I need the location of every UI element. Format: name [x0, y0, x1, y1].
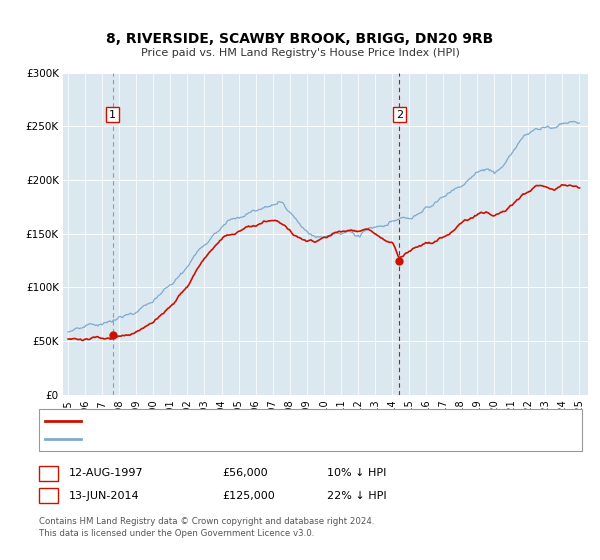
Text: 12-AUG-1997: 12-AUG-1997	[69, 468, 143, 478]
Text: 8, RIVERSIDE, SCAWBY BROOK, BRIGG, DN20 9RB (detached house): 8, RIVERSIDE, SCAWBY BROOK, BRIGG, DN20 …	[84, 416, 438, 426]
Text: 1: 1	[109, 110, 116, 120]
Text: 22% ↓ HPI: 22% ↓ HPI	[327, 491, 386, 501]
Text: £125,000: £125,000	[222, 491, 275, 501]
Text: Contains HM Land Registry data © Crown copyright and database right 2024.: Contains HM Land Registry data © Crown c…	[39, 517, 374, 526]
Text: 8, RIVERSIDE, SCAWBY BROOK, BRIGG, DN20 9RB: 8, RIVERSIDE, SCAWBY BROOK, BRIGG, DN20 …	[106, 32, 494, 46]
Text: This data is licensed under the Open Government Licence v3.0.: This data is licensed under the Open Gov…	[39, 529, 314, 538]
Text: 10% ↓ HPI: 10% ↓ HPI	[327, 468, 386, 478]
Text: 13-JUN-2014: 13-JUN-2014	[69, 491, 140, 501]
Text: Price paid vs. HM Land Registry's House Price Index (HPI): Price paid vs. HM Land Registry's House …	[140, 48, 460, 58]
Text: 1: 1	[45, 468, 52, 478]
Text: HPI: Average price, detached house, North Lincolnshire: HPI: Average price, detached house, Nort…	[84, 434, 372, 444]
Text: 2: 2	[396, 110, 403, 120]
Text: 2: 2	[45, 491, 52, 501]
Text: £56,000: £56,000	[222, 468, 268, 478]
